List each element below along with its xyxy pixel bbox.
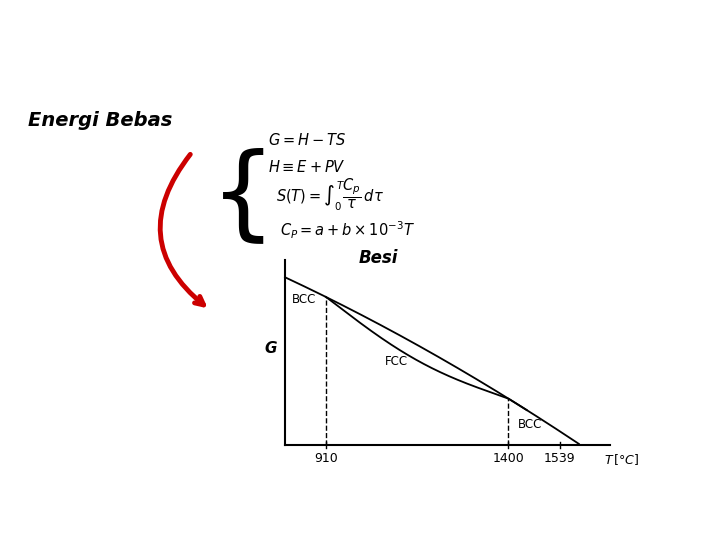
Text: $S(T) = \int_0^T \dfrac{C_p}{\tau}\,d\tau$: $S(T) = \int_0^T \dfrac{C_p}{\tau}\,d\ta…	[276, 177, 384, 213]
Text: BCC: BCC	[292, 293, 316, 306]
Text: $H \equiv E + PV$: $H \equiv E + PV$	[268, 159, 346, 175]
Text: Diagram Keseimbangan,: Diagram Keseimbangan,	[13, 13, 339, 37]
Text: 910: 910	[314, 452, 338, 465]
Text: 1539: 1539	[544, 452, 576, 465]
Text: BCC: BCC	[518, 418, 543, 431]
FancyArrowPatch shape	[160, 154, 204, 305]
Text: FCC: FCC	[385, 355, 408, 368]
Text: Energi Bebas: Energi Bebas	[28, 111, 172, 130]
Text: $G = H - TS$: $G = H - TS$	[268, 132, 346, 148]
Text: $C_P = a + b \times 10^{-3}T$: $C_P = a + b \times 10^{-3}T$	[280, 219, 415, 241]
Polygon shape	[285, 277, 508, 445]
Text: $\{$: $\{$	[210, 147, 265, 249]
Text: 1400: 1400	[492, 452, 524, 465]
Text: G: G	[265, 341, 277, 356]
Text: Besi: Besi	[359, 249, 397, 267]
Text: $T\,[°C]$: $T\,[°C]$	[604, 452, 639, 467]
Text: Sistem Komponen Tunggal: Sistem Komponen Tunggal	[227, 16, 476, 34]
